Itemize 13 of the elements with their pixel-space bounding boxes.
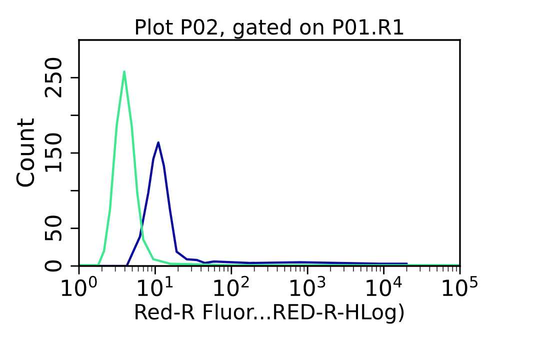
y-axis-title: Count [16,118,34,187]
y-tick-label: 150 [44,133,62,172]
x-tick-label: 10$^{2}$ [214,276,249,296]
y-tick-label: 50 [44,216,62,241]
x-axis-title: Red-R Fluor...RED-R-HLog) [136,303,404,324]
x-tick-label: 10$^{5}$ [442,276,478,296]
x-tick-label: 10$^{1}$ [138,276,173,296]
x-tick-label: 10$^{3}$ [290,276,326,296]
y-tick-label: 250 [44,58,62,98]
y-tick-label: 0 [44,260,62,272]
x-tick-label: 10$^{4}$ [366,276,402,296]
chart-title: Plot P02, gated on P01.R1 [136,18,404,39]
x-tick-label: 10$^{0}$ [62,276,97,296]
